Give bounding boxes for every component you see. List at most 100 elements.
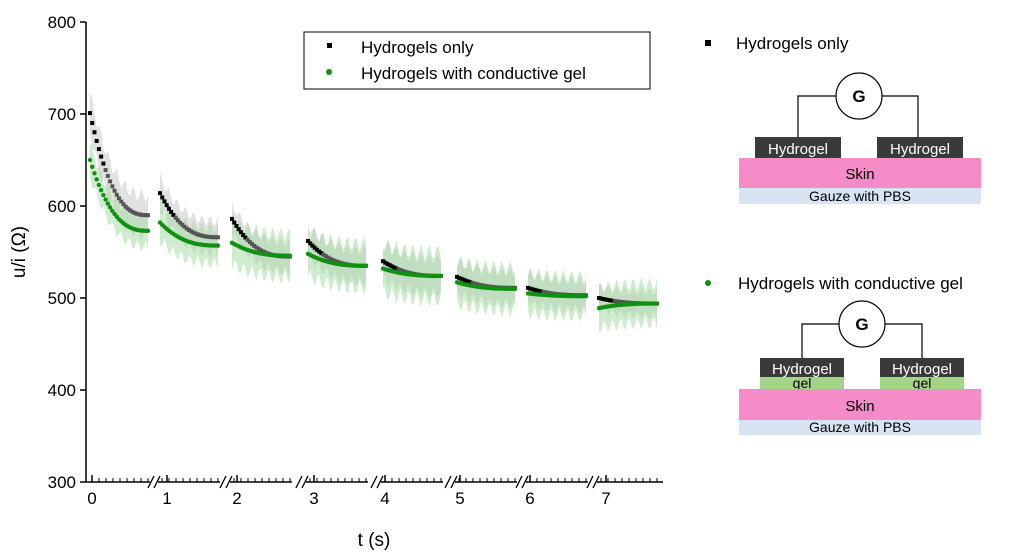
legend-label-conductive-gel: Hydrogels with conductive gel <box>361 64 586 83</box>
galvanometer-circle <box>835 72 883 120</box>
data-point <box>250 242 255 247</box>
y-tick-label: 500 <box>48 289 76 308</box>
data-point <box>537 289 542 294</box>
data-point <box>134 211 139 216</box>
electrode-left <box>760 358 844 377</box>
data-point <box>323 254 328 259</box>
data-point <box>90 164 95 170</box>
data-point <box>137 212 142 217</box>
data-point <box>94 177 99 182</box>
data-point <box>215 243 221 248</box>
data-point <box>207 234 212 239</box>
gauze-label: Gauze with PBS <box>809 419 911 435</box>
legend: Hydrogels only Hydrogels with conductive… <box>303 31 651 90</box>
data-point <box>145 228 151 234</box>
data-point <box>101 192 106 198</box>
error-band <box>160 199 218 270</box>
data-point <box>308 241 313 246</box>
data-point <box>107 205 113 210</box>
electrode-right-label: Hydrogel <box>892 361 952 378</box>
y-tick-label: 600 <box>48 197 76 216</box>
skin-label: Skin <box>845 398 874 415</box>
data-point <box>438 273 444 279</box>
axis-break-mark <box>521 475 529 489</box>
data-point <box>392 265 397 270</box>
data-point <box>466 279 471 284</box>
data-point <box>92 171 97 176</box>
data-point <box>108 179 113 184</box>
data-point <box>528 286 533 291</box>
data-point <box>105 173 110 178</box>
schematic-hydrogels-only: Hydrogels only G Hydrogel Hydrogel Skin … <box>705 34 981 204</box>
data-point <box>468 280 473 285</box>
data-point <box>381 259 385 264</box>
x-tick-label: 4 <box>380 489 389 508</box>
data-point <box>162 199 167 204</box>
data-point <box>166 206 171 211</box>
galvanometer-circle <box>838 300 886 348</box>
galvanometer-label: G <box>855 315 868 334</box>
data-point <box>169 209 174 214</box>
data-point <box>187 227 191 232</box>
data-point <box>601 297 606 302</box>
data-point <box>610 298 615 303</box>
electrode-right <box>880 358 964 377</box>
data-point <box>110 184 115 189</box>
data-point <box>603 297 608 302</box>
data-point <box>178 220 183 225</box>
electrode-left-label: Hydrogel <box>772 361 832 378</box>
x-tick-label: 0 <box>87 489 96 508</box>
data-point <box>534 288 539 293</box>
circuit-wire <box>797 95 836 137</box>
axis-break-mark <box>592 475 600 489</box>
axis-break-mark <box>450 475 458 489</box>
data-point <box>328 256 333 261</box>
data-point <box>326 255 331 260</box>
data-point <box>184 226 189 231</box>
data-point <box>98 187 104 193</box>
error-band <box>90 144 148 252</box>
axis-break-mark <box>301 475 309 489</box>
data-point <box>191 230 196 235</box>
electrode-left <box>755 137 841 158</box>
data-point <box>247 240 252 245</box>
data-point <box>330 257 335 262</box>
circuit-wire <box>882 95 919 137</box>
data-point <box>457 275 462 280</box>
data-point <box>99 154 104 159</box>
x-tick-label: 6 <box>525 489 534 508</box>
data-point <box>614 299 619 304</box>
data-point <box>110 208 115 213</box>
data-point <box>583 293 589 299</box>
data-point <box>261 249 266 254</box>
data-point <box>143 213 148 218</box>
data-point <box>619 299 624 304</box>
legend-marker-circle <box>326 69 332 75</box>
x-tick-label: 7 <box>601 489 610 508</box>
gel-left-label: gel <box>793 375 812 391</box>
data-point <box>241 232 246 237</box>
data-point <box>96 147 101 152</box>
data-points <box>87 111 660 311</box>
data-point <box>92 130 97 135</box>
legend-marker-square <box>327 43 332 48</box>
data-point <box>119 199 124 204</box>
x-tick-label: 2 <box>232 489 241 508</box>
data-point <box>363 263 369 268</box>
data-point <box>530 287 535 292</box>
data-point <box>164 203 169 208</box>
data-point <box>387 263 392 268</box>
data-point <box>96 182 102 188</box>
schematic-marker-circle <box>705 280 711 286</box>
gauze-label: Gauze with PBS <box>809 188 911 204</box>
plot-area: 300 400 500 600 700 800 0 1 2 3 4 5 6 7 u/i (Ω) t (s… <box>9 13 663 551</box>
y-tick-label: 400 <box>48 381 76 400</box>
data-point <box>198 233 203 238</box>
data-point <box>245 237 250 242</box>
data-point <box>546 290 551 295</box>
axis-break-mark <box>370 475 378 489</box>
data-point <box>548 291 553 296</box>
skin-layer <box>739 158 981 188</box>
data-point <box>146 213 150 218</box>
x-axis: 0 1 2 3 4 5 6 7 <box>86 475 663 508</box>
